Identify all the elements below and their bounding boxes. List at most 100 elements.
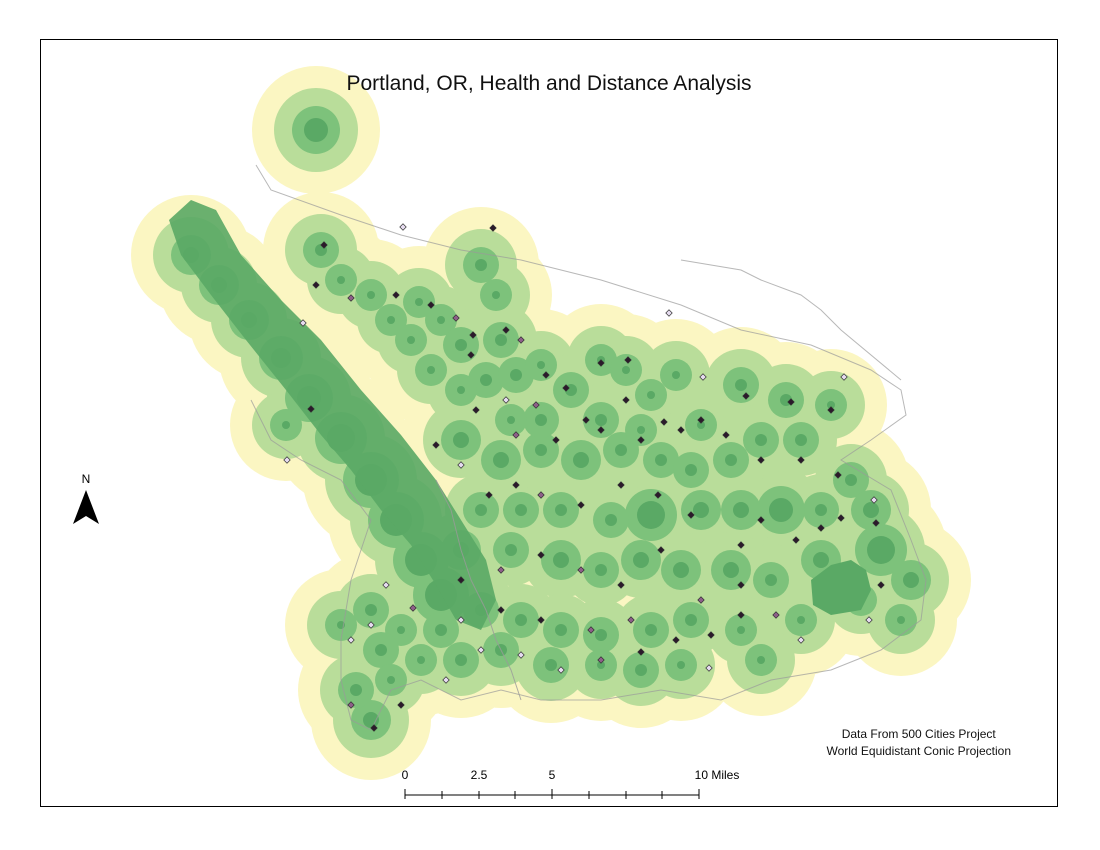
core-buffer-ring [615, 444, 627, 456]
core-buffer-ring [337, 276, 345, 284]
health-point-marker [627, 616, 635, 624]
core-buffer-ring [903, 572, 919, 588]
core-buffer-ring [505, 544, 517, 556]
health-point-marker [552, 436, 560, 444]
north-arrow-icon [73, 490, 99, 524]
health-point-marker [597, 359, 605, 367]
health-point-marker [637, 648, 645, 656]
health-point-marker [557, 666, 565, 674]
health-point-marker [299, 319, 307, 327]
core-buffer-ring [304, 118, 328, 142]
core-buffer-ring [573, 452, 589, 468]
health-point-marker [512, 481, 520, 489]
core-buffer-ring [455, 654, 467, 666]
health-point-marker [497, 566, 505, 574]
health-point-marker [472, 406, 480, 414]
core-buffer-ring [515, 614, 527, 626]
core-buffer-ring [515, 504, 527, 516]
core-buffer-ring [365, 604, 377, 616]
health-point-marker [872, 519, 880, 527]
health-point-marker [705, 664, 713, 672]
health-point-marker [792, 536, 800, 544]
health-point-marker [392, 291, 400, 299]
health-point-marker [382, 581, 390, 589]
health-point-marker [672, 636, 680, 644]
health-point-marker [787, 398, 795, 406]
health-point-marker [467, 351, 475, 359]
core-buffer-ring [397, 626, 405, 634]
east-core [811, 560, 871, 615]
core-buffer-ring [507, 416, 515, 424]
north-boundary-line [680, 259, 902, 381]
health-point-marker [597, 426, 605, 434]
health-point-marker [827, 406, 835, 414]
health-point-marker [347, 636, 355, 644]
core-buffer-ring [475, 259, 487, 271]
health-point-marker [677, 426, 685, 434]
health-point-marker [637, 436, 645, 444]
core-buffer-ring [863, 502, 879, 518]
core-buffer-ring [622, 366, 630, 374]
health-point-marker [697, 416, 705, 424]
health-point-marker [577, 566, 585, 574]
core-buffer-ring [845, 474, 857, 486]
core-buffer-ring [797, 616, 805, 624]
core-buffer-ring [555, 504, 567, 516]
core-buffer-ring [480, 374, 492, 386]
health-point-marker [737, 581, 745, 589]
scale-label-2-5: 2.5 [470, 768, 488, 782]
health-point-marker [877, 581, 885, 589]
core-buffer-ring [757, 656, 765, 664]
health-point-marker [865, 616, 873, 624]
scale-label-0: 0 [401, 768, 409, 782]
core-buffer-ring [595, 414, 607, 426]
scale-bar: 0 2.5 5 10 Miles [397, 764, 739, 804]
core-buffer-ring [595, 564, 607, 576]
core-buffer-ring [387, 676, 395, 684]
core-buffer-ring [867, 536, 895, 564]
health-point-marker [577, 501, 585, 509]
health-point-marker [442, 676, 450, 684]
buffer-layers [131, 66, 971, 780]
core-buffer-ring [493, 452, 509, 468]
health-point-marker [757, 516, 765, 524]
health-point-marker [457, 576, 465, 584]
health-point-marker [477, 646, 485, 654]
core-buffer-ring [597, 661, 605, 669]
health-point-marker [485, 491, 493, 499]
health-point-marker [840, 373, 848, 381]
health-point-marker [737, 541, 745, 549]
river-line [435, 479, 522, 701]
core-buffer-ring [595, 629, 607, 641]
credits-source: Data From 500 Cities Project [841, 727, 996, 741]
health-point-marker [370, 724, 378, 732]
health-point-marker [665, 309, 673, 317]
core-buffer-ring [282, 421, 290, 429]
health-point-marker [817, 524, 825, 532]
core-buffer-ring [375, 644, 387, 656]
core-buffer-ring [453, 432, 469, 448]
core-buffer-ring [475, 504, 487, 516]
core-buffer-ring [537, 361, 545, 369]
core-buffer-ring [827, 401, 835, 409]
health-point-marker [457, 616, 465, 624]
health-point-marker [597, 656, 605, 664]
core-buffer-ring [437, 316, 445, 324]
health-point-marker [697, 596, 705, 604]
core-buffer-ring [457, 386, 465, 394]
health-point-marker [837, 514, 845, 522]
core-buffer-ring [495, 334, 507, 346]
core-buffer-ring [415, 298, 423, 306]
health-point-marker [399, 223, 407, 231]
core-buffer-ring [545, 659, 557, 671]
core-buffer-ring [350, 684, 362, 696]
health-point-marker [517, 651, 525, 659]
health-point-marker [502, 396, 510, 404]
core-buffer-ring [387, 316, 395, 324]
core-buffer-ring [769, 498, 793, 522]
health-point-marker [707, 631, 715, 639]
health-point-marker [409, 604, 417, 612]
core-buffer-ring [672, 371, 680, 379]
core-buffer-ring [685, 614, 697, 626]
health-point-marker [502, 326, 510, 334]
